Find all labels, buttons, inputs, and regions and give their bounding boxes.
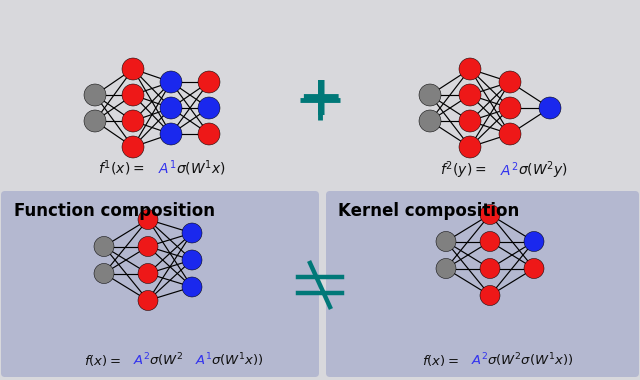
Circle shape	[459, 136, 481, 158]
Text: $A^1$: $A^1$	[195, 352, 212, 368]
Text: Kernel composition: Kernel composition	[338, 202, 519, 220]
Text: $f^2(y) = $: $f^2(y) = $	[440, 159, 486, 181]
Circle shape	[499, 97, 521, 119]
Text: $A^2$: $A^2$	[471, 352, 488, 368]
Text: $\sigma(W^2\sigma(W^1x))$: $\sigma(W^2\sigma(W^1x))$	[487, 351, 573, 369]
Circle shape	[499, 71, 521, 93]
Circle shape	[122, 84, 144, 106]
Circle shape	[138, 209, 158, 230]
Circle shape	[539, 97, 561, 119]
Circle shape	[436, 231, 456, 252]
Text: $\sigma(W^2$: $\sigma(W^2$	[149, 351, 184, 369]
Circle shape	[436, 258, 456, 279]
Circle shape	[122, 58, 144, 80]
Circle shape	[138, 290, 158, 310]
Circle shape	[480, 285, 500, 306]
Circle shape	[138, 263, 158, 283]
Text: $\sigma(W^2y)$: $\sigma(W^2y)$	[518, 159, 568, 181]
Circle shape	[84, 110, 106, 132]
Circle shape	[122, 136, 144, 158]
Circle shape	[94, 236, 114, 256]
Text: Function composition: Function composition	[14, 202, 215, 220]
Circle shape	[182, 250, 202, 270]
Circle shape	[524, 258, 544, 279]
Text: $A^1$: $A^1$	[158, 159, 177, 177]
Circle shape	[459, 110, 481, 132]
FancyBboxPatch shape	[326, 191, 639, 377]
Circle shape	[459, 84, 481, 106]
Circle shape	[480, 231, 500, 252]
Circle shape	[84, 84, 106, 106]
Circle shape	[160, 71, 182, 93]
Circle shape	[480, 204, 500, 225]
Circle shape	[94, 263, 114, 283]
Circle shape	[182, 223, 202, 243]
Text: +: +	[297, 73, 343, 127]
Circle shape	[198, 71, 220, 93]
Circle shape	[160, 123, 182, 145]
Circle shape	[419, 110, 441, 132]
Circle shape	[160, 97, 182, 119]
Text: $f(x) = $: $f(x) = $	[422, 353, 459, 367]
Circle shape	[459, 58, 481, 80]
Circle shape	[419, 84, 441, 106]
Circle shape	[138, 236, 158, 256]
FancyBboxPatch shape	[1, 191, 319, 377]
Text: $f^1(x) = $: $f^1(x) = $	[98, 158, 145, 178]
Text: $\sigma(W^1x)$: $\sigma(W^1x)$	[176, 158, 226, 178]
Text: $\sigma(W^1x))$: $\sigma(W^1x))$	[211, 351, 264, 369]
Circle shape	[499, 123, 521, 145]
Circle shape	[182, 277, 202, 297]
Circle shape	[480, 258, 500, 279]
Text: $A^2$: $A^2$	[133, 352, 150, 368]
Circle shape	[198, 123, 220, 145]
Circle shape	[198, 97, 220, 119]
Text: $f(x) = $: $f(x) = $	[84, 353, 121, 367]
Text: $A^2$: $A^2$	[500, 161, 518, 179]
Circle shape	[122, 110, 144, 132]
Circle shape	[524, 231, 544, 252]
